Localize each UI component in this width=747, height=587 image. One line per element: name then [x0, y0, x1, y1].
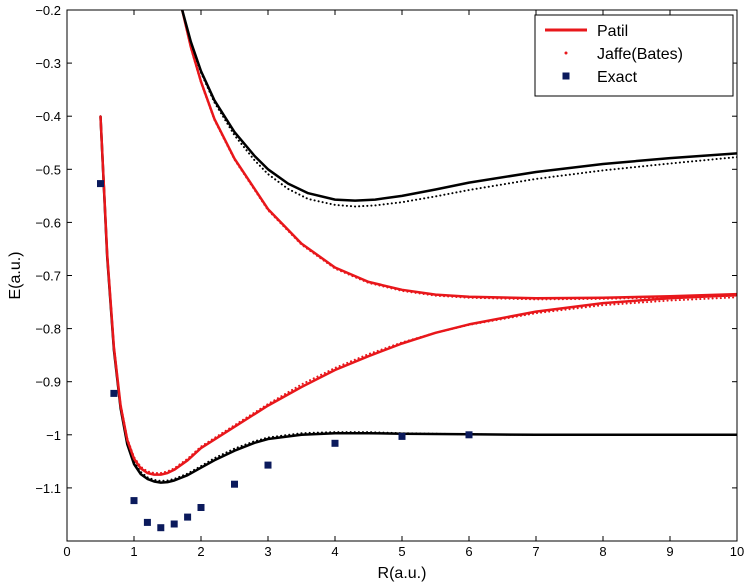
exact-point	[231, 480, 238, 488]
curve-patil-3	[99, 116, 737, 476]
y-tick-label: −0.2	[35, 3, 61, 18]
legend-label-jaffe-bates: Jaffe(Bates)	[597, 46, 683, 63]
x-tick-label: 0	[63, 544, 70, 559]
legend-label-exact: Exact	[597, 69, 638, 86]
x-tick-label: 5	[398, 544, 405, 559]
y-tick-label: −0.6	[35, 215, 61, 230]
legend-swatch-jaffe-bates	[564, 51, 568, 55]
legend-swatch-exact	[562, 72, 570, 80]
exact-point	[97, 180, 104, 188]
exact-point	[197, 504, 205, 511]
exact-point	[157, 524, 165, 532]
curves-layer	[99, 10, 737, 484]
exact-point	[465, 431, 473, 439]
y-tick-label: −0.4	[35, 109, 61, 124]
curve-jaffe-bates-4	[99, 115, 737, 474]
exact-point	[170, 520, 178, 528]
y-tick-label: −0.5	[35, 162, 61, 177]
y-axis-label: E(a.u.)	[7, 251, 24, 299]
legend-label-patil: Patil	[597, 23, 628, 40]
exact-point	[184, 513, 192, 521]
curve-jaffe-bates-8	[181, 10, 737, 208]
exact-point	[398, 432, 406, 440]
y-tick-label: −0.9	[35, 375, 61, 390]
x-tick-label: 2	[197, 544, 204, 559]
y-tick-label: −0.3	[35, 56, 61, 71]
x-tick-label: 10	[730, 544, 744, 559]
legend: Patil Jaffe(Bates) Exact	[534, 14, 734, 97]
exact-point	[331, 439, 339, 447]
exact-point	[110, 389, 118, 397]
ticks-layer: 0 1 2 3 4 5 6 7 8 9 10 −1.1 −1 −0.9 −0.8 −0.7 −0.6 −0.5 −0…	[35, 3, 744, 559]
x-tick-label: 9	[666, 544, 673, 559]
x-tick-label: 3	[264, 544, 271, 559]
x-tick-label: 7	[532, 544, 539, 559]
x-axis-label: R(a.u.)	[378, 565, 427, 582]
curve-jaffe-bates-2	[99, 115, 737, 482]
y-tick-label: −0.7	[35, 269, 61, 284]
curve-jaffe-bates-6	[181, 10, 737, 301]
exact-point	[264, 461, 272, 469]
exact-points-layer	[97, 180, 473, 532]
exact-point	[143, 518, 151, 526]
exact-point	[130, 497, 138, 505]
x-tick-label: 1	[130, 544, 137, 559]
y-tick-label: −1	[46, 428, 61, 443]
y-tick-label: −0.8	[35, 322, 61, 337]
curve-patil-7	[180, 10, 737, 202]
x-tick-label: 4	[331, 544, 338, 559]
x-tick-label: 8	[599, 544, 606, 559]
x-tick-label: 6	[465, 544, 472, 559]
y-tick-label: −1.1	[35, 481, 61, 496]
legend-items: Patil Jaffe(Bates) Exact	[545, 23, 683, 86]
